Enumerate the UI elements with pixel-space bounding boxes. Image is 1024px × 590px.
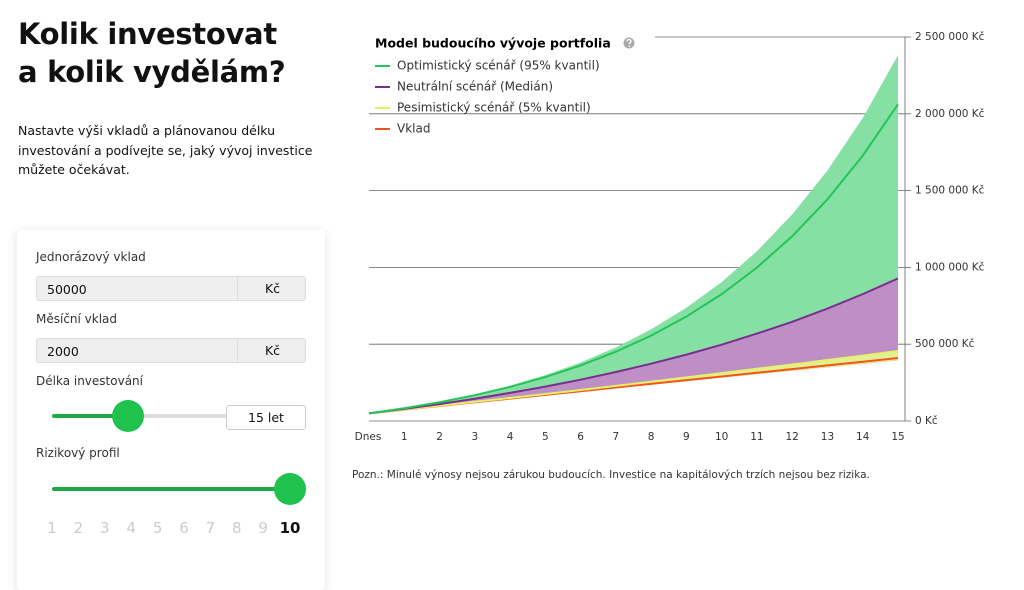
x-tick-label: 11 [750, 431, 763, 443]
x-tick-label: 3 [471, 431, 478, 443]
page-title: a kolik vydělám? [18, 55, 286, 89]
field-label: Měsíční vklad [36, 312, 118, 326]
x-tick-label: 4 [507, 431, 514, 443]
input-value: 2000 [47, 344, 79, 359]
legend-label: Optimistický scénář (95% kvantil) [397, 59, 600, 73]
y-tick-label: 1 500 000 Kč [915, 185, 985, 197]
band-area [369, 55, 898, 414]
field-label: Rizikový profil [36, 446, 120, 460]
y-tick-label: 2 000 000 Kč [915, 108, 985, 120]
x-tick-label: 2 [436, 431, 443, 443]
input[interactable]: 50000 Kč [36, 276, 306, 301]
input-unit: Kč [237, 277, 307, 300]
chart-note: Pozn.: Minulé výnosy nejsou zárukou budo… [352, 469, 870, 481]
description: můžete očekávat. [18, 162, 130, 177]
legend-label: Vklad [397, 122, 430, 136]
legend-label: Pesimistický scénář (5% kvantil) [397, 101, 591, 115]
slider-knob[interactable] [274, 473, 306, 505]
chart: Model budoucího vývoje portfolia Pozn.: … [352, 31, 985, 481]
legend-label: Neutrální scénář (Medián) [397, 80, 553, 94]
slider-fill[interactable] [52, 487, 290, 491]
description: Nastavte výši vkladů a plánovanou délku [18, 123, 276, 138]
x-tick-label: 7 [613, 431, 620, 443]
series-line [368, 349, 899, 415]
x-tick-label: 9 [683, 431, 690, 443]
page-title: Kolik investovat [18, 17, 277, 51]
series-line [368, 277, 899, 415]
page: {"header": {"title": ["Kolik investovat"… [18, 17, 985, 537]
slider-knob[interactable] [112, 400, 144, 432]
risk-level[interactable]: 9 [258, 519, 268, 537]
risk-level[interactable]: 7 [205, 519, 216, 537]
x-tick-label: Dnes [355, 431, 382, 443]
x-tick-label: 14 [856, 431, 870, 443]
risk-level[interactable]: 4 [126, 519, 136, 537]
field-label: Délka investování [36, 374, 143, 388]
x-tick-label: 15 [891, 431, 904, 443]
risk-level[interactable]: 2 [73, 519, 84, 537]
risk-level[interactable]: 3 [100, 519, 110, 537]
x-tick-label: 6 [577, 431, 584, 443]
input-unit: Kč [237, 339, 307, 362]
field-label: Jednorázový vklad [36, 250, 146, 264]
input[interactable]: 2000 Kč [36, 338, 306, 363]
risk-level[interactable]: 5 [152, 519, 163, 537]
description: investování a podívejte se, jaký vývoj i… [18, 143, 313, 158]
x-tick-label: 13 [821, 431, 834, 443]
x-tick-label: 12 [786, 431, 799, 443]
x-tick-label: 5 [542, 431, 549, 443]
y-tick-label: 2 500 000 Kč [915, 31, 985, 43]
risk-level[interactable]: 10 [279, 519, 301, 537]
y-tick-label: 0 Kč [915, 415, 938, 427]
input-value: 50000 [47, 282, 87, 297]
x-tick-label: 1 [401, 431, 408, 443]
y-tick-label: 1 000 000 Kč [915, 261, 985, 273]
risk-level[interactable]: 8 [232, 519, 242, 537]
duration-value[interactable]: 15 let [226, 405, 306, 430]
risk-level[interactable]: 1 [47, 519, 57, 537]
x-tick-label: 8 [648, 431, 655, 443]
x-tick-label: 10 [715, 431, 728, 443]
y-tick-label: 500 000 Kč [915, 338, 975, 350]
info-icon[interactable] [623, 37, 635, 49]
chart-title: Model budoucího vývoje portfolia [375, 36, 611, 51]
series-line [368, 103, 899, 415]
slider-fill [52, 414, 128, 418]
risk-level[interactable]: 6 [179, 519, 189, 537]
